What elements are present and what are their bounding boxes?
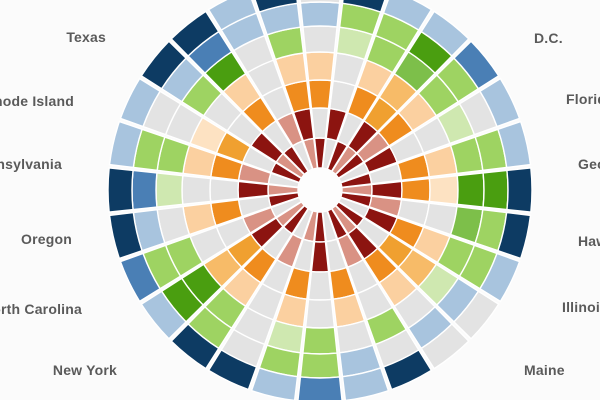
radial-cell[interactable] <box>119 77 161 128</box>
radial-cell[interactable] <box>428 174 459 206</box>
center-hub <box>298 168 342 212</box>
radial-cell[interactable] <box>456 172 485 208</box>
radial-cell[interactable] <box>131 169 158 211</box>
state-label-georgia[interactable]: Georgia <box>578 156 600 172</box>
radial-cell[interactable] <box>209 177 240 203</box>
radial-cell[interactable] <box>108 211 143 260</box>
radial-cell[interactable] <box>181 174 212 206</box>
radial-cell[interactable] <box>107 167 134 213</box>
radial-cell[interactable] <box>207 0 258 31</box>
radial-cell[interactable] <box>382 349 433 391</box>
radial-cell[interactable] <box>140 40 188 90</box>
radial-cell[interactable] <box>310 240 330 273</box>
radial-cell[interactable] <box>307 270 333 301</box>
radial-cell[interactable] <box>370 180 403 200</box>
radial-cell[interactable] <box>307 79 333 110</box>
radial-cell[interactable] <box>140 290 188 340</box>
radial-cell[interactable] <box>207 349 258 391</box>
ring-group <box>107 0 533 400</box>
radial-cell[interactable] <box>297 376 343 400</box>
radial-cell[interactable] <box>452 290 500 340</box>
radial-cell[interactable] <box>341 367 390 400</box>
ring-7-outer <box>107 0 533 400</box>
radial-cell[interactable] <box>420 10 470 58</box>
radial-cell[interactable] <box>155 172 184 208</box>
radial-cell[interactable] <box>452 40 500 90</box>
ring-1-inner <box>267 137 373 243</box>
radial-cell[interactable] <box>382 0 433 31</box>
state-label-texas[interactable]: Texas <box>66 29 106 45</box>
radial-cell[interactable] <box>479 252 521 303</box>
radial-cell[interactable] <box>400 177 431 203</box>
state-label-rhode-island[interactable]: Rhode Island <box>0 93 74 109</box>
radial-cell[interactable] <box>302 326 338 355</box>
state-label-illinois[interactable]: Illinois <box>562 299 600 315</box>
radial-cell[interactable] <box>119 252 161 303</box>
radial-cell[interactable] <box>497 211 532 260</box>
radial-cell[interactable] <box>170 322 220 370</box>
radial-cell[interactable] <box>237 180 270 200</box>
radial-cell[interactable] <box>479 77 521 128</box>
radial-cell[interactable] <box>304 298 336 329</box>
radial-cell[interactable] <box>497 120 532 169</box>
radial-cell[interactable] <box>482 169 509 211</box>
state-label-florida[interactable]: Florida <box>566 91 600 107</box>
ring-6 <box>131 1 509 379</box>
state-label-north-carolina[interactable]: North Carolina <box>0 301 82 317</box>
radial-cell[interactable] <box>299 352 341 379</box>
state-label-oregon[interactable]: Oregon <box>21 231 72 247</box>
state-label-maine[interactable]: Maine <box>524 362 565 378</box>
ring-3 <box>209 79 431 301</box>
radial-cell[interactable] <box>302 25 338 54</box>
radial-cell[interactable] <box>250 367 299 400</box>
state-label-hawaii[interactable]: Hawaii <box>578 233 600 249</box>
radial-cell[interactable] <box>298 0 342 4</box>
radial-cell[interactable] <box>299 1 341 28</box>
state-label-new-york[interactable]: New York <box>52 362 117 378</box>
radial-cell[interactable] <box>341 0 389 13</box>
radial-cell[interactable] <box>252 0 299 13</box>
state-label-pennsylvania[interactable]: Pennsylvania <box>0 156 62 172</box>
radial-cell[interactable] <box>108 120 143 169</box>
radial-cell[interactable] <box>304 51 336 82</box>
radial-cell[interactable] <box>420 322 470 370</box>
radial-cell[interactable] <box>170 10 220 58</box>
radial-cell[interactable] <box>506 167 533 213</box>
radial-cell[interactable] <box>310 107 330 140</box>
state-label-d-c[interactable]: D.C. <box>534 30 563 46</box>
